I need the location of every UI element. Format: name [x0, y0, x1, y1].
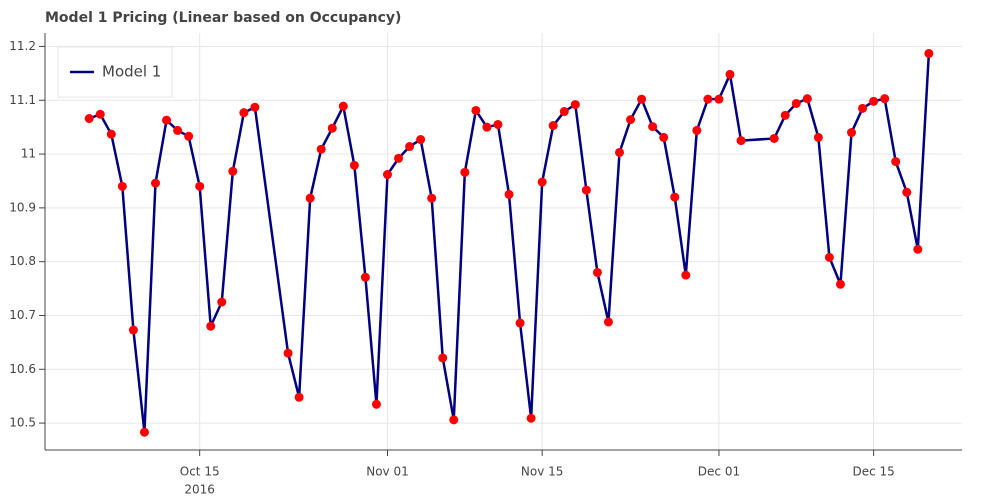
legend: Model 1 — [57, 46, 173, 98]
point — [360, 272, 370, 282]
point — [139, 427, 149, 437]
x-tick-label: Oct 15 — [180, 465, 220, 479]
point — [349, 160, 359, 170]
y-tick-label: 10.7 — [9, 308, 36, 322]
point — [316, 144, 326, 154]
point — [603, 317, 613, 327]
chart-title: Model 1 Pricing (Linear based on Occupan… — [45, 10, 401, 26]
point — [592, 267, 602, 277]
point — [648, 122, 658, 132]
x-tick-label: Nov 15 — [521, 465, 564, 479]
point — [548, 121, 558, 131]
point — [228, 166, 238, 176]
point — [239, 108, 249, 118]
point — [515, 318, 525, 328]
point — [427, 193, 437, 203]
point — [150, 178, 160, 188]
point — [791, 98, 801, 108]
point — [615, 147, 625, 157]
y-tick-label: 11 — [21, 147, 36, 161]
point — [106, 129, 116, 139]
point — [902, 187, 912, 197]
point — [250, 102, 260, 112]
point — [338, 101, 348, 111]
y-tick-label: 11.1 — [9, 93, 36, 107]
point — [891, 157, 901, 167]
point — [802, 94, 812, 104]
point — [438, 353, 448, 363]
y-tick-label: 10.9 — [9, 200, 36, 214]
grid — [45, 33, 962, 450]
point — [637, 94, 647, 104]
y-tick-label: 11.2 — [9, 39, 36, 53]
point — [913, 244, 923, 254]
point — [449, 415, 459, 425]
point — [559, 107, 569, 117]
y-tick-label: 10.5 — [9, 416, 36, 430]
point — [681, 270, 691, 280]
point — [162, 115, 172, 125]
y-tick-label: 10.8 — [9, 254, 36, 268]
point — [670, 192, 680, 202]
point — [581, 185, 591, 195]
point — [394, 153, 404, 163]
point — [95, 109, 105, 119]
point — [173, 125, 183, 135]
point — [692, 125, 702, 135]
point — [526, 413, 536, 423]
point — [570, 100, 580, 110]
point — [493, 119, 503, 129]
point — [327, 123, 337, 133]
point — [471, 105, 481, 115]
point — [84, 114, 94, 124]
point — [626, 115, 636, 125]
point — [294, 392, 304, 402]
point — [714, 94, 724, 104]
point — [283, 348, 293, 358]
point — [858, 103, 868, 113]
point — [482, 122, 492, 132]
point — [382, 170, 392, 180]
point — [847, 128, 857, 138]
x-tick-label: Nov 01 — [366, 465, 409, 479]
point — [371, 399, 381, 409]
point — [128, 325, 138, 335]
x-tick-label: Dec 01 — [698, 465, 740, 479]
x-tick-label: Dec 15 — [852, 465, 894, 479]
point — [736, 136, 746, 146]
point — [305, 193, 315, 203]
point — [117, 181, 127, 191]
point — [206, 321, 216, 331]
series-line — [88, 53, 931, 434]
point — [405, 142, 415, 152]
point — [195, 181, 205, 191]
x-year-label: 2016 — [184, 483, 215, 497]
point — [504, 189, 514, 199]
point — [780, 110, 790, 120]
point — [217, 297, 227, 307]
point — [460, 167, 470, 177]
y-tick-label: 10.6 — [9, 362, 36, 376]
point — [537, 177, 547, 187]
point — [416, 135, 426, 145]
point — [703, 94, 713, 104]
legend-label: Model 1 — [102, 63, 161, 81]
point — [184, 131, 194, 141]
point — [835, 279, 845, 289]
point — [924, 48, 934, 58]
point — [824, 252, 834, 262]
point — [769, 133, 779, 143]
point — [869, 96, 879, 106]
point — [880, 94, 890, 104]
point — [659, 132, 669, 142]
point — [813, 132, 823, 142]
point — [725, 69, 735, 79]
